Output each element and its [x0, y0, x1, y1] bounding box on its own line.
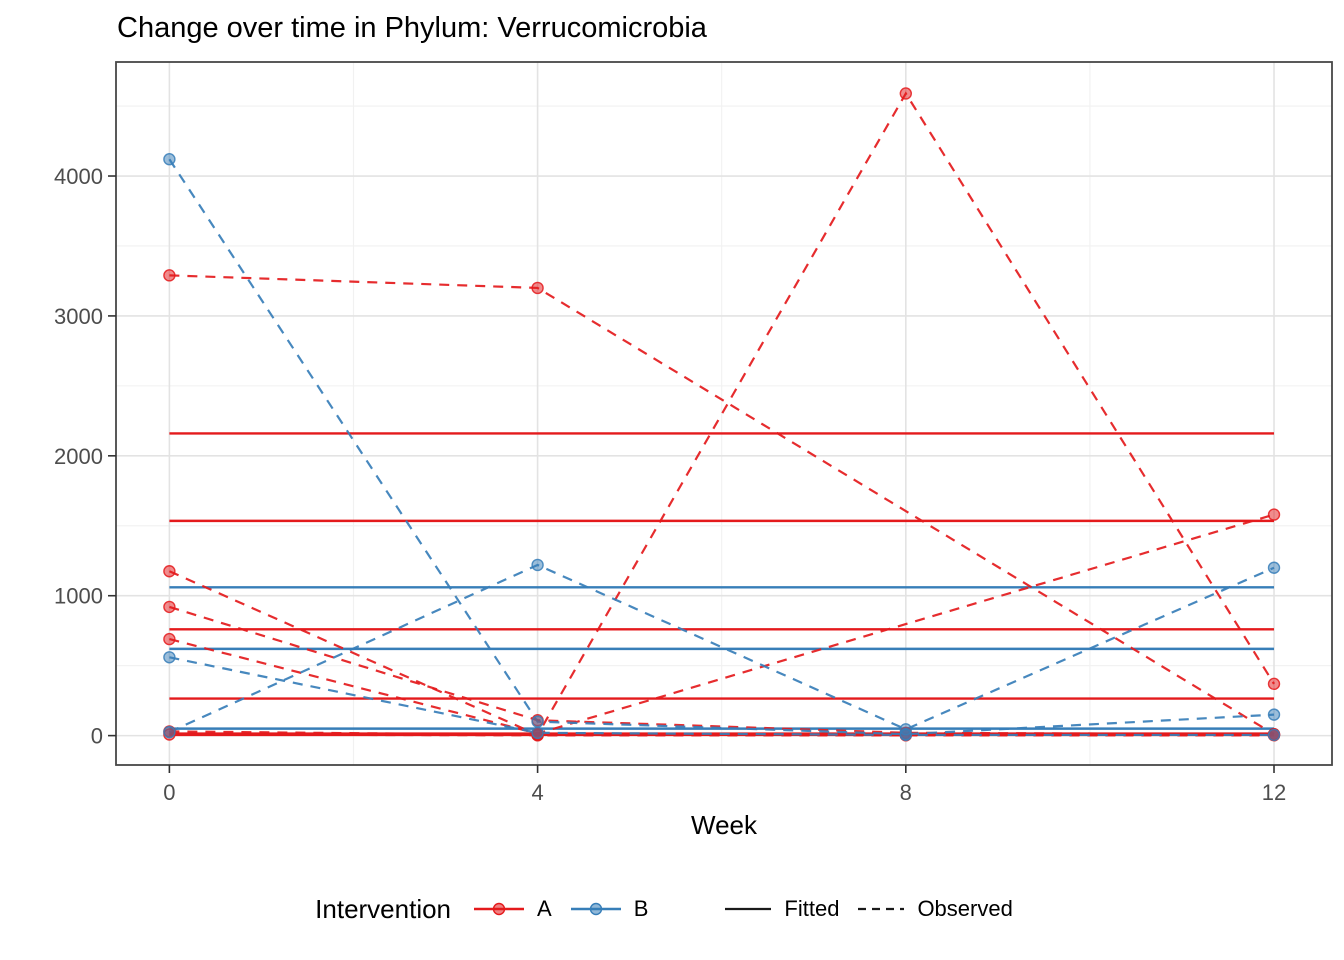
data-point-A: [899, 87, 913, 100]
legend-item-group-b: B: [568, 896, 649, 922]
data-point-B: [1267, 708, 1281, 721]
observed-line-B: [168, 563, 1275, 734]
x-tick-label: 12: [1262, 780, 1286, 805]
legend-label-observed: Observed: [917, 896, 1013, 921]
y-tick-label: 2000: [54, 444, 103, 469]
legend-key-b-point: [589, 902, 602, 916]
legend-label-b: B: [633, 896, 649, 921]
data-point-B: [531, 558, 544, 572]
y-tick-label: 4000: [54, 164, 103, 189]
data-point-B: [163, 725, 176, 739]
observed-line-B: [168, 158, 1275, 736]
data-point-A: [1267, 677, 1281, 691]
legend-label-fitted: Fitted: [784, 896, 840, 921]
y-tick-label: 1000: [54, 584, 103, 609]
data-point-A: [1267, 508, 1281, 521]
legend: Intervention A B Fitted Obs: [0, 886, 1344, 932]
data-point-B: [899, 728, 913, 742]
legend-item-group-a: A: [471, 896, 552, 922]
data-point-B: [163, 651, 176, 664]
legend-item-fitted: Fitted: [722, 896, 839, 922]
observed-line-A: [168, 91, 1275, 737]
data-point-A: [163, 565, 176, 578]
legend-title: Intervention: [315, 893, 452, 924]
legend-label-a: A: [537, 896, 552, 921]
data-point-A: [163, 632, 176, 646]
plot-area: 0 1000 2000 3000 4000 0 4 8 12: [54, 61, 1333, 805]
x-tick-label: 0: [163, 780, 175, 805]
legend-key-observed: [858, 907, 905, 911]
observed-line-A: [169, 605, 1275, 736]
data-point-A: [531, 281, 544, 295]
legend-key-fitted: [725, 907, 772, 911]
x-tick-label: 8: [900, 780, 912, 805]
chart-title: Change over time in Phylum: Verrucomicro…: [117, 12, 707, 44]
data-point-B: [1267, 728, 1281, 742]
data-point-A: [163, 600, 176, 614]
x-tick-label: 4: [531, 780, 543, 805]
data-point-B: [1267, 561, 1281, 574]
observed-line-A: [169, 733, 1275, 737]
data-point-B: [163, 153, 176, 166]
data-point-B: [531, 726, 544, 740]
panel-border: [115, 61, 1333, 766]
legend-item-observed: Observed: [855, 896, 1013, 922]
legend-key-A: [474, 902, 525, 916]
data-point-B: [531, 715, 544, 728]
observed-line-B: [169, 656, 1275, 737]
x-axis-title: Week: [691, 810, 757, 840]
legend-key-a-point: [492, 902, 506, 916]
legend-key-B: [570, 902, 621, 916]
y-tick-label: 3000: [54, 304, 103, 329]
y-tick-label: 0: [91, 724, 103, 749]
data-point-A: [163, 269, 176, 282]
